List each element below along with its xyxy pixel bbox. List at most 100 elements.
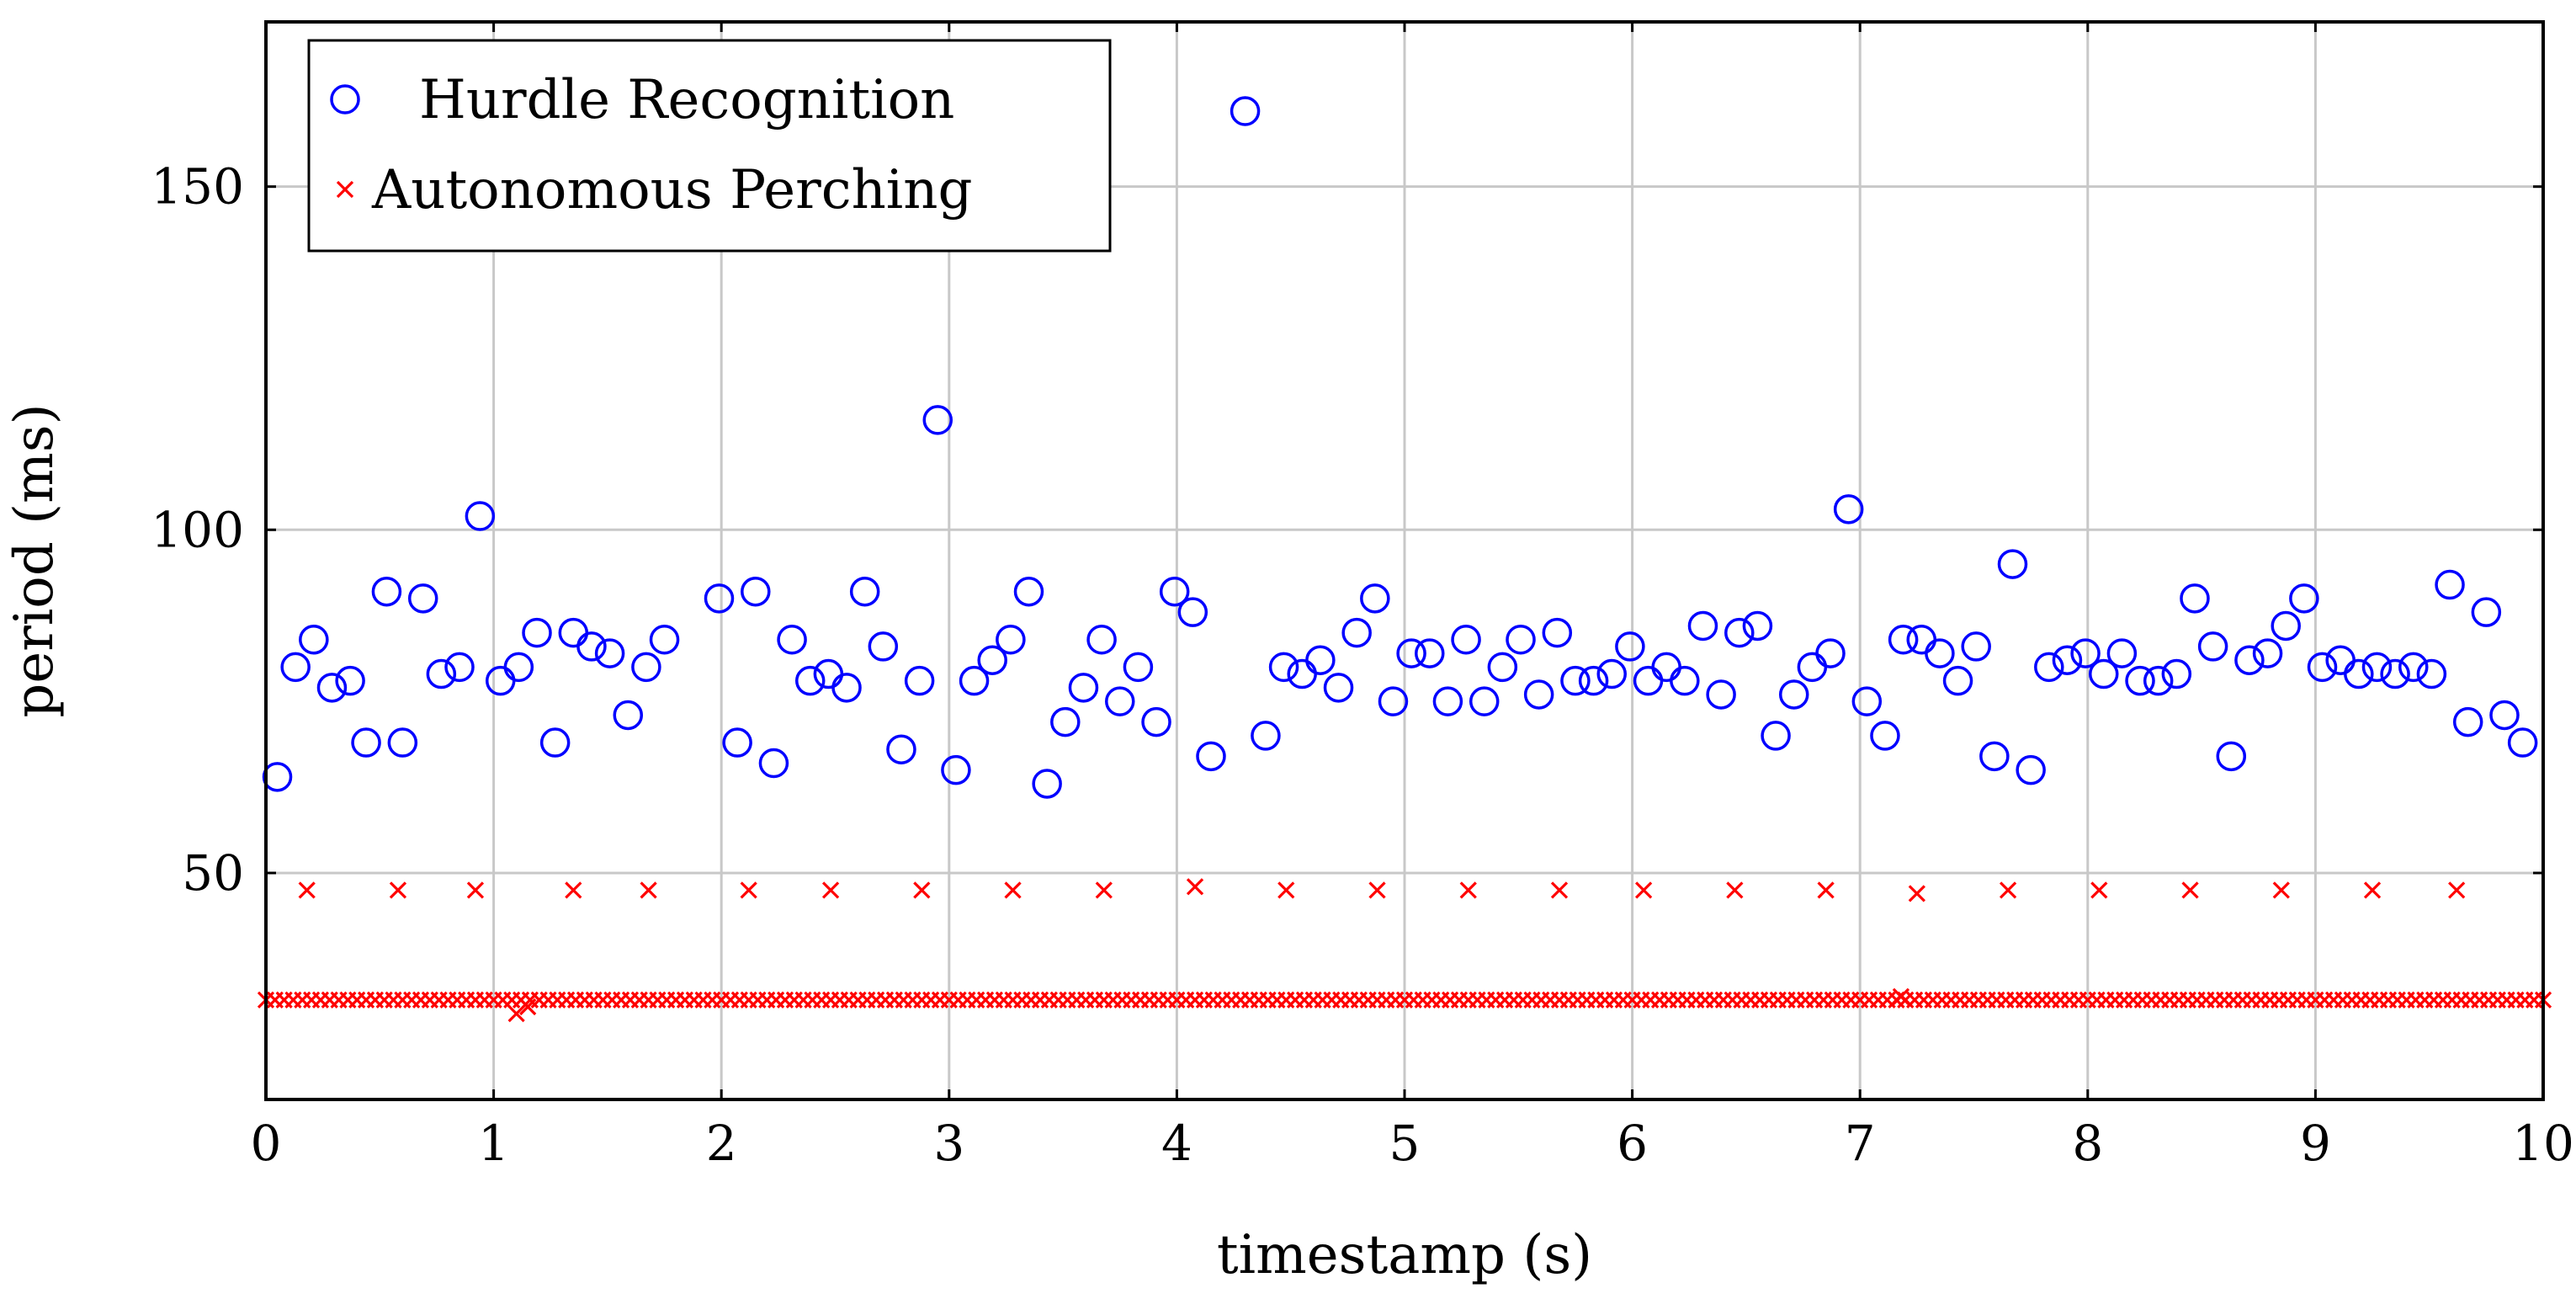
x-tick-label: 4: [1161, 1115, 1192, 1172]
data-point-hurdle-recognition: [558, 617, 589, 648]
data-point-hurdle-recognition: [886, 734, 916, 764]
data-point-hurdle-recognition: [1742, 610, 1773, 642]
data-point-hurdle-recognition: [1906, 625, 1937, 655]
data-point-hurdle-recognition: [2234, 645, 2265, 675]
legend-marker-autonomous-perching: [336, 180, 354, 199]
data-point-hurdle-recognition: [1086, 625, 1117, 655]
data-point-hurdle-recognition: [465, 501, 496, 531]
data-point-autonomous-perching: [1186, 878, 1204, 896]
data-point-hurdle-recognition: [2361, 652, 2393, 683]
data-point-autonomous-perching: [1726, 881, 1744, 899]
data-point-hurdle-recognition: [2252, 638, 2283, 668]
x-tick-label: 0: [251, 1115, 282, 1172]
data-point-hurdle-recognition: [1415, 638, 1445, 668]
data-point-hurdle-recognition: [1487, 652, 1518, 683]
data-point-hurdle-recognition: [1251, 721, 1281, 751]
data-point-autonomous-perching: [298, 881, 316, 899]
data-point-autonomous-perching: [1095, 881, 1113, 899]
data-point-hurdle-recognition: [2016, 754, 2046, 785]
data-point-hurdle-recognition: [1451, 625, 1481, 655]
data-point-hurdle-recognition: [977, 645, 1007, 675]
plot-frame: [264, 20, 2545, 1101]
data-point-hurdle-recognition: [262, 762, 293, 792]
data-point-autonomous-perching: [1999, 881, 2017, 899]
data-point-hurdle-recognition: [849, 576, 880, 607]
data-point-hurdle-recognition: [1833, 494, 1864, 524]
data-point-hurdle-recognition: [371, 576, 402, 607]
data-point-hurdle-recognition: [1925, 638, 1955, 668]
data-point-hurdle-recognition: [1068, 673, 1099, 703]
data-point-hurdle-recognition: [1542, 617, 1573, 648]
data-point-hurdle-recognition: [1615, 631, 1645, 662]
data-point-hurdle-recognition: [2125, 665, 2155, 696]
series-hurdle-recognition: [262, 96, 2538, 799]
data-point-hurdle-recognition: [1268, 652, 1299, 683]
data-point-hurdle-recognition: [1469, 686, 1500, 716]
data-point-hurdle-recognition: [1687, 610, 1718, 642]
x-tick-label: 10: [2512, 1115, 2574, 1172]
data-point-hurdle-recognition: [522, 617, 552, 648]
data-point-hurdle-recognition: [387, 727, 418, 758]
data-point-hurdle-recognition: [2106, 638, 2138, 668]
data-point-hurdle-recognition: [1013, 576, 1044, 607]
data-point-hurdle-recognition: [299, 625, 329, 655]
data-point-hurdle-recognition: [959, 665, 990, 696]
data-point-hurdle-recognition: [1506, 625, 1536, 655]
data-point-hurdle-recognition: [1305, 645, 1336, 675]
data-point-hurdle-recognition: [2271, 610, 2301, 642]
data-point-hurdle-recognition: [813, 658, 844, 689]
data-point-hurdle-recognition: [2435, 569, 2465, 600]
data-point-hurdle-recognition: [1105, 686, 1135, 716]
data-point-hurdle-recognition: [1287, 658, 1317, 689]
data-point-hurdle-recognition: [1651, 652, 1681, 683]
data-point-autonomous-perching: [565, 881, 582, 899]
data-point-hurdle-recognition: [794, 665, 826, 696]
data-point-autonomous-perching: [1459, 881, 1477, 899]
data-point-autonomous-perching: [913, 881, 931, 899]
y-tick-label: 150: [151, 158, 244, 216]
data-point-autonomous-perching: [1892, 988, 1910, 1005]
series-autonomous-perching: [257, 878, 2552, 1023]
data-point-hurdle-recognition: [2507, 727, 2538, 758]
data-point-hurdle-recognition: [1851, 686, 1883, 716]
data-point-hurdle-recognition: [1523, 679, 1554, 710]
data-point-hurdle-recognition: [1706, 679, 1736, 710]
data-point-autonomous-perching: [389, 881, 407, 899]
x-tick-label: 8: [2072, 1115, 2103, 1172]
data-point-hurdle-recognition: [485, 665, 516, 696]
data-point-hurdle-recognition: [280, 652, 311, 683]
data-point-autonomous-perching: [519, 998, 537, 1016]
data-point-hurdle-recognition: [2161, 658, 2192, 689]
data-point-hurdle-recognition: [1633, 665, 1664, 696]
data-point-autonomous-perching: [1368, 881, 1386, 899]
x-tick-label: 6: [1617, 1115, 1648, 1172]
data-point-hurdle-recognition: [904, 665, 935, 696]
data-point-hurdle-recognition: [1942, 665, 1973, 696]
data-point-hurdle-recognition: [1230, 96, 1261, 126]
data-point-hurdle-recognition: [539, 727, 571, 758]
data-point-hurdle-recognition: [722, 727, 752, 758]
data-point-hurdle-recognition: [1323, 673, 1354, 703]
data-point-autonomous-perching: [640, 881, 657, 899]
data-point-hurdle-recognition: [2180, 583, 2210, 614]
x-axis-label: timestamp (s): [1217, 1224, 1592, 1286]
data-point-autonomous-perching: [1908, 885, 1925, 902]
data-point-hurdle-recognition: [2034, 652, 2064, 683]
data-point-hurdle-recognition: [426, 658, 457, 689]
legend-label-hurdle-recognition: Hurdle Recognition: [419, 69, 954, 131]
data-point-hurdle-recognition: [1432, 686, 1463, 716]
x-tick-label: 2: [706, 1115, 737, 1172]
data-point-hurdle-recognition: [631, 652, 661, 683]
data-point-hurdle-recognition: [1032, 769, 1062, 799]
data-point-hurdle-recognition: [1979, 741, 2010, 772]
data-point-autonomous-perching: [507, 1004, 525, 1023]
y-tick-label: 100: [151, 501, 244, 558]
data-point-hurdle-recognition: [1797, 652, 1828, 683]
data-point-hurdle-recognition: [1560, 665, 1591, 696]
x-tick-label: 9: [2300, 1115, 2331, 1172]
data-point-hurdle-recognition: [503, 652, 534, 683]
data-point-autonomous-perching: [1550, 881, 1569, 899]
data-point-hurdle-recognition: [2197, 631, 2228, 662]
data-point-hurdle-recognition: [2289, 583, 2319, 614]
